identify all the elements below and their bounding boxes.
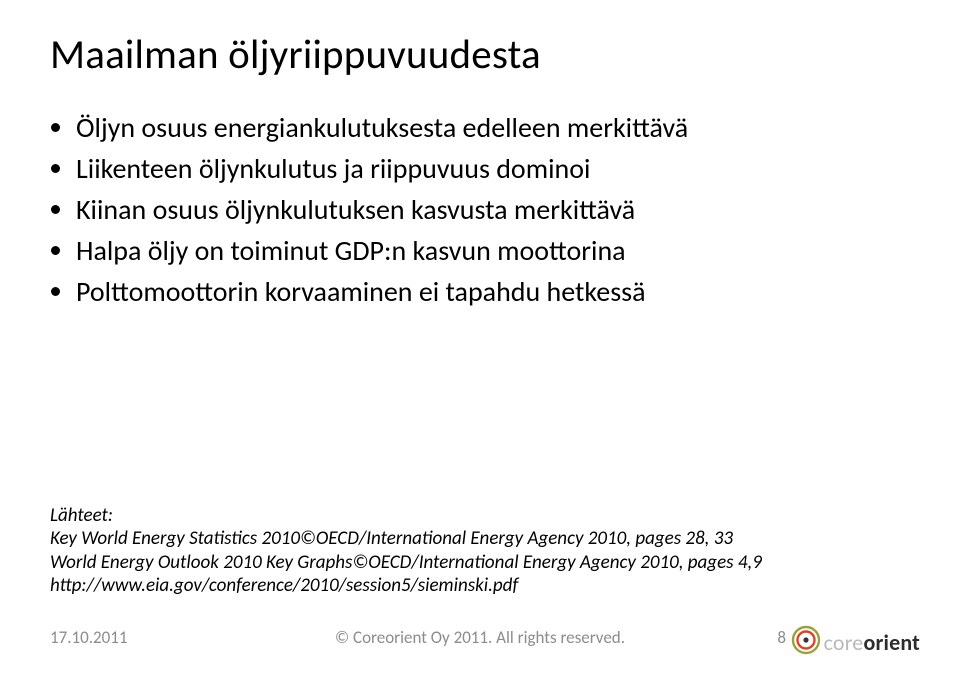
sources-line: World Energy Outlook 2010 Key Graphs©OEC… [50, 551, 762, 574]
logo-mark-icon [790, 624, 822, 661]
footer-page-number: 8 [777, 627, 786, 648]
bullet-item: Halpa öljy on toiminut GDP:n kasvun moot… [76, 233, 910, 268]
bullet-item: Polttomoottorin korvaaminen ei tapahdu h… [76, 274, 910, 309]
slide: Maailman öljyriippuvuudesta Öljyn osuus … [0, 0, 960, 675]
sources-line: Key World Energy Statistics 2010©OECD/In… [50, 527, 733, 550]
sources-block: Lähteet: Key World Energy Statistics 201… [50, 504, 910, 597]
sources-line: http://www.eia.gov/conference/2010/sessi… [50, 574, 518, 597]
bullet-item: Kiinan osuus öljynkulutuksen kasvusta me… [76, 192, 910, 227]
logo: coreorient [790, 624, 920, 661]
logo-text-thin: core [824, 629, 864, 656]
logo-text-bold: orient [863, 629, 920, 656]
bullet-item: Öljyn osuus energiankulutuksesta edellee… [76, 110, 910, 145]
sources-label: Lähteet: [50, 504, 910, 527]
slide-title: Maailman öljyriippuvuudesta [50, 30, 910, 80]
bullet-list: Öljyn osuus energiankulutuksesta edellee… [76, 110, 910, 309]
bullet-item: Liikenteen öljynkulutus ja riippuvuus do… [76, 151, 910, 186]
logo-text: coreorient [824, 629, 920, 656]
